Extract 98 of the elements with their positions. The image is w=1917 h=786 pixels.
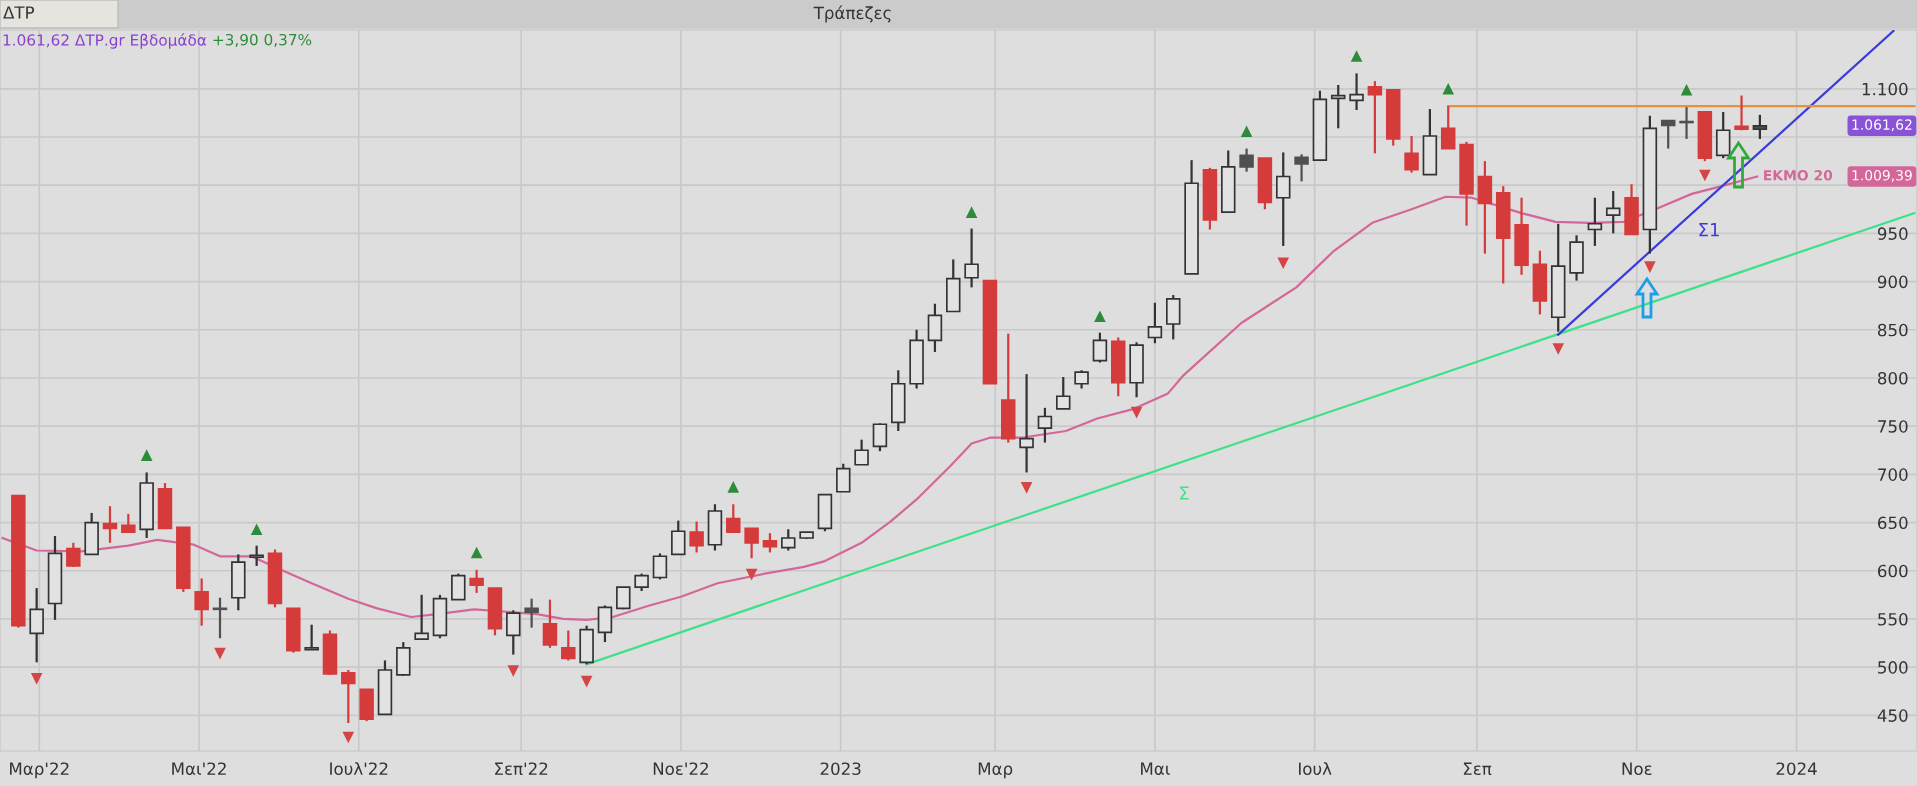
annotation: +3,90 0,37% [213,33,312,47]
candlestick [524,597,539,629]
point [1130,406,1143,419]
candlestick [872,422,888,453]
line-series [1,175,1759,622]
candlestick [1752,113,1768,141]
point [507,665,520,677]
candlestick [671,519,686,556]
candlestick [1056,375,1071,410]
chart-subtitle: 1.061,62 ΔΤΡ.gr Εβδομάδα [3,33,207,49]
point [1680,83,1693,96]
candlestick [194,577,209,627]
x-tick-label: Μαρ'22 [10,762,69,779]
x-tick-label: Μαι'22 [172,762,226,775]
candlestick [1587,196,1603,248]
y-tick-label: 500 [1878,661,1908,674]
annotation: 1.009,39 [1852,170,1912,182]
candlestick [506,609,521,656]
point [745,568,758,581]
y-tick-label: 650 [1878,516,1908,530]
point [580,675,593,688]
candlestick [341,668,356,725]
point [1094,310,1106,323]
y-tick-label: 900 [1877,275,1908,289]
candlestick [1404,134,1419,174]
candlestick [1074,369,1089,390]
point [140,449,153,461]
candlestick [304,623,319,651]
candlestick [1367,79,1383,155]
y-tick-label: 850 [1877,323,1908,337]
point [1552,343,1565,355]
candlestick [726,503,741,534]
candlestick [836,462,851,493]
point [470,546,483,559]
point [342,731,355,744]
point [1442,82,1455,95]
candlestick [1019,373,1034,474]
chart-title: Τράπεζες [813,5,891,23]
y-tick-label: 1.100 [1862,82,1908,96]
annotation: 1.061,62 [1852,119,1912,132]
legend-label: ΕΚΜΟ 20 [1764,170,1833,181]
y-tick-label: 600 [1878,564,1908,578]
candlestick [781,528,796,552]
x-tick-label: Νοε'22 [653,762,708,776]
candlestick [1660,119,1676,150]
point [1240,125,1253,138]
point [727,481,740,493]
x-tick-label: Σεπ [1463,762,1492,776]
x-tick-label: Μαρ [978,762,1013,779]
candlestick [1605,189,1621,235]
y-tick-label: 950 [1877,227,1908,240]
candlestick [66,541,81,568]
candlestick [1275,151,1291,248]
y-tick-label: 800 [1877,371,1908,385]
x-tick-label: Νοε [1622,762,1652,776]
y-tick-label: 700 [1878,468,1908,481]
series-label: Σ1 [1699,223,1719,237]
point [250,523,263,536]
candlestick [1147,301,1163,345]
text: ΔΤΡ [3,6,35,19]
candlestick [762,532,778,554]
point [965,206,978,218]
point [1350,50,1363,62]
x-tick-label: Σεπ'22 [495,762,548,776]
x-tick-label: Ιουλ'22 [330,762,388,776]
candlestick [561,629,576,662]
candlestick [542,598,558,649]
point [1277,257,1290,270]
candlestick [744,527,759,560]
candlestick [1294,153,1309,183]
candlestick [121,512,136,534]
candlestick [1037,406,1053,444]
candlestick [1349,72,1364,112]
candlestick [102,505,118,544]
series-label: Σ [1180,486,1189,500]
candlestick [1092,331,1108,364]
point [1020,482,1033,494]
candlestick [854,438,869,466]
x-tick-label: 2023 [820,762,861,776]
point [1644,261,1656,273]
x-tick-label: 2024 [1776,762,1817,776]
candlestick [414,593,429,641]
candlestick [469,568,484,595]
point [1699,169,1711,182]
candlestick [652,552,668,581]
y-tick-label: 750 [1878,420,1908,433]
candlestick [1239,147,1254,173]
candlestick [1734,94,1749,132]
candlestick [249,544,264,568]
point [30,672,43,685]
y-tick-label: 550 [1878,612,1908,626]
x-tick-label: Ιουλ [1298,762,1332,776]
x-tick-label: Μαι [1141,762,1170,775]
candlestick [1440,105,1456,150]
candlestick [689,520,704,554]
y-tick-label: 450 [1877,709,1908,722]
candlestick [964,227,979,289]
point [214,647,226,660]
